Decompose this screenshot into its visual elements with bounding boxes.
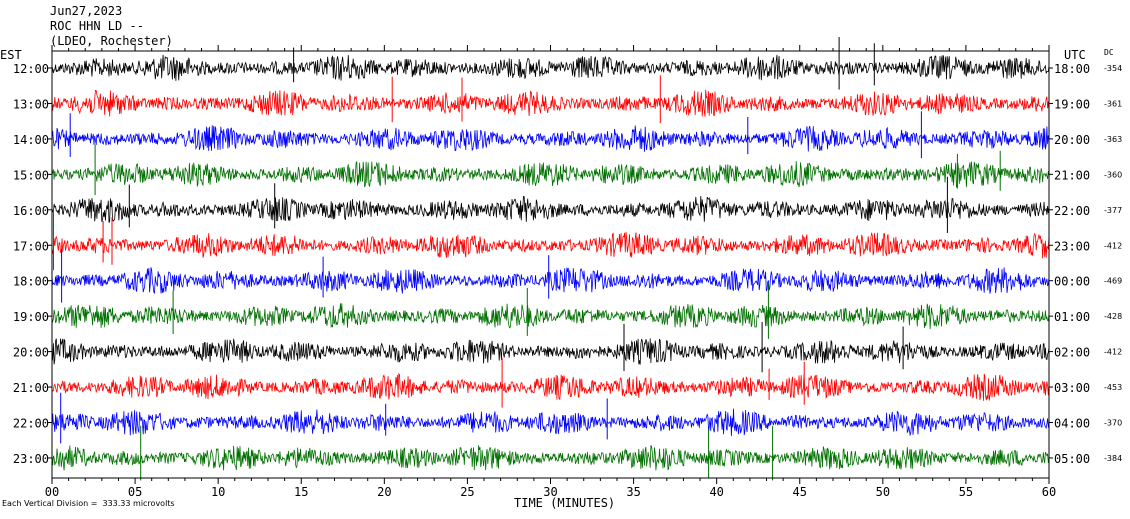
x-tick-label: 20 (377, 485, 391, 499)
trace-line (51, 267, 1050, 294)
dc-offset-label: -453 (1104, 383, 1122, 392)
est-hour-label: 20:00 (13, 346, 49, 360)
x-tick-label: 45 (793, 485, 807, 499)
est-hour-label: 16:00 (13, 204, 49, 218)
station-label: ROC HHN LD -- (50, 19, 144, 33)
x-tick-label: 50 (876, 485, 890, 499)
est-hour-label: 13:00 (13, 97, 49, 111)
utc-hour-label: 02:00 (1054, 346, 1090, 360)
trace-line (51, 125, 1050, 152)
network-label: (LDEO, Rochester) (50, 34, 173, 48)
trace-line (51, 89, 1050, 117)
trace-line (51, 195, 1050, 223)
utc-hour-label: 18:00 (1054, 62, 1090, 76)
dc-header-label: DC (1104, 48, 1114, 57)
x-tick-label: 10 (211, 485, 225, 499)
utc-hour-label: 05:00 (1054, 452, 1090, 466)
dc-offset-label: -377 (1104, 206, 1122, 215)
dc-offset-label: -360 (1104, 170, 1122, 179)
utc-hour-label: 22:00 (1054, 204, 1090, 218)
trace-line (51, 445, 1050, 471)
est-hour-label: 22:00 (13, 417, 49, 431)
dc-offset-label: -412 (1104, 241, 1122, 250)
utc-hour-label: 21:00 (1054, 168, 1090, 182)
dc-offset-label: -469 (1104, 277, 1122, 286)
plot-border (51, 50, 1050, 479)
x-tick-label: 60 (1042, 485, 1056, 499)
trace-line (51, 231, 1050, 259)
est-hour-label: 19:00 (13, 310, 49, 324)
dc-offset-label: -412 (1104, 348, 1122, 357)
utc-hour-label: 00:00 (1054, 275, 1090, 289)
trace-line (51, 54, 1050, 81)
dc-offset-label: -370 (1104, 419, 1122, 428)
dc-offset-label: -354 (1104, 64, 1122, 73)
est-hour-label: 15:00 (13, 168, 49, 182)
trace-group (51, 37, 1050, 481)
x-tick-label: 15 (294, 485, 308, 499)
plot-frame (48, 45, 1053, 484)
x-tick-label: 35 (626, 485, 640, 499)
est-hour-label: 12:00 (13, 62, 49, 76)
right-timezone-label: UTC (1064, 48, 1086, 62)
est-hour-label: 23:00 (13, 452, 49, 466)
est-hour-label: 14:00 (13, 133, 49, 147)
utc-hour-label: 19:00 (1054, 97, 1090, 111)
dc-offset-label: -361 (1104, 99, 1122, 108)
x-tick-label: 25 (460, 485, 474, 499)
utc-hour-label: 20:00 (1054, 133, 1090, 147)
est-hour-label: 17:00 (13, 239, 49, 253)
dc-offset-label: -384 (1104, 454, 1122, 463)
est-hour-label: 18:00 (13, 275, 49, 289)
est-hour-label: 21:00 (13, 381, 49, 395)
trace-line (51, 161, 1050, 188)
dc-offset-label: -428 (1104, 312, 1122, 321)
utc-hour-label: 04:00 (1054, 417, 1090, 431)
trace-line (51, 372, 1050, 401)
x-tick-label: 00 (45, 485, 59, 499)
x-tick-label: 55 (959, 485, 973, 499)
left-timezone-label: EST (0, 48, 22, 62)
utc-hour-label: 01:00 (1054, 310, 1090, 324)
axis-label-group: 12:00 18:00 -354 13:00 19:00 -361 14:00 20:00 -3… (13, 62, 1122, 499)
utc-hour-label: 03:00 (1054, 381, 1090, 395)
x-tick-label: 40 (709, 485, 723, 499)
x-tick-label: 30 (543, 485, 557, 499)
utc-hour-label: 23:00 (1054, 239, 1090, 253)
dc-offset-label: -363 (1104, 135, 1122, 144)
scale-note: Each Vertical Division = 333.33 microvol… (2, 499, 175, 508)
x-axis-title: TIME (MINUTES) (514, 496, 616, 510)
trace-line (51, 408, 1050, 437)
trace-line (51, 338, 1050, 365)
date-label: Jun27,2023 (50, 4, 123, 18)
trace-line (51, 303, 1050, 330)
x-tick-label: 05 (128, 485, 142, 499)
